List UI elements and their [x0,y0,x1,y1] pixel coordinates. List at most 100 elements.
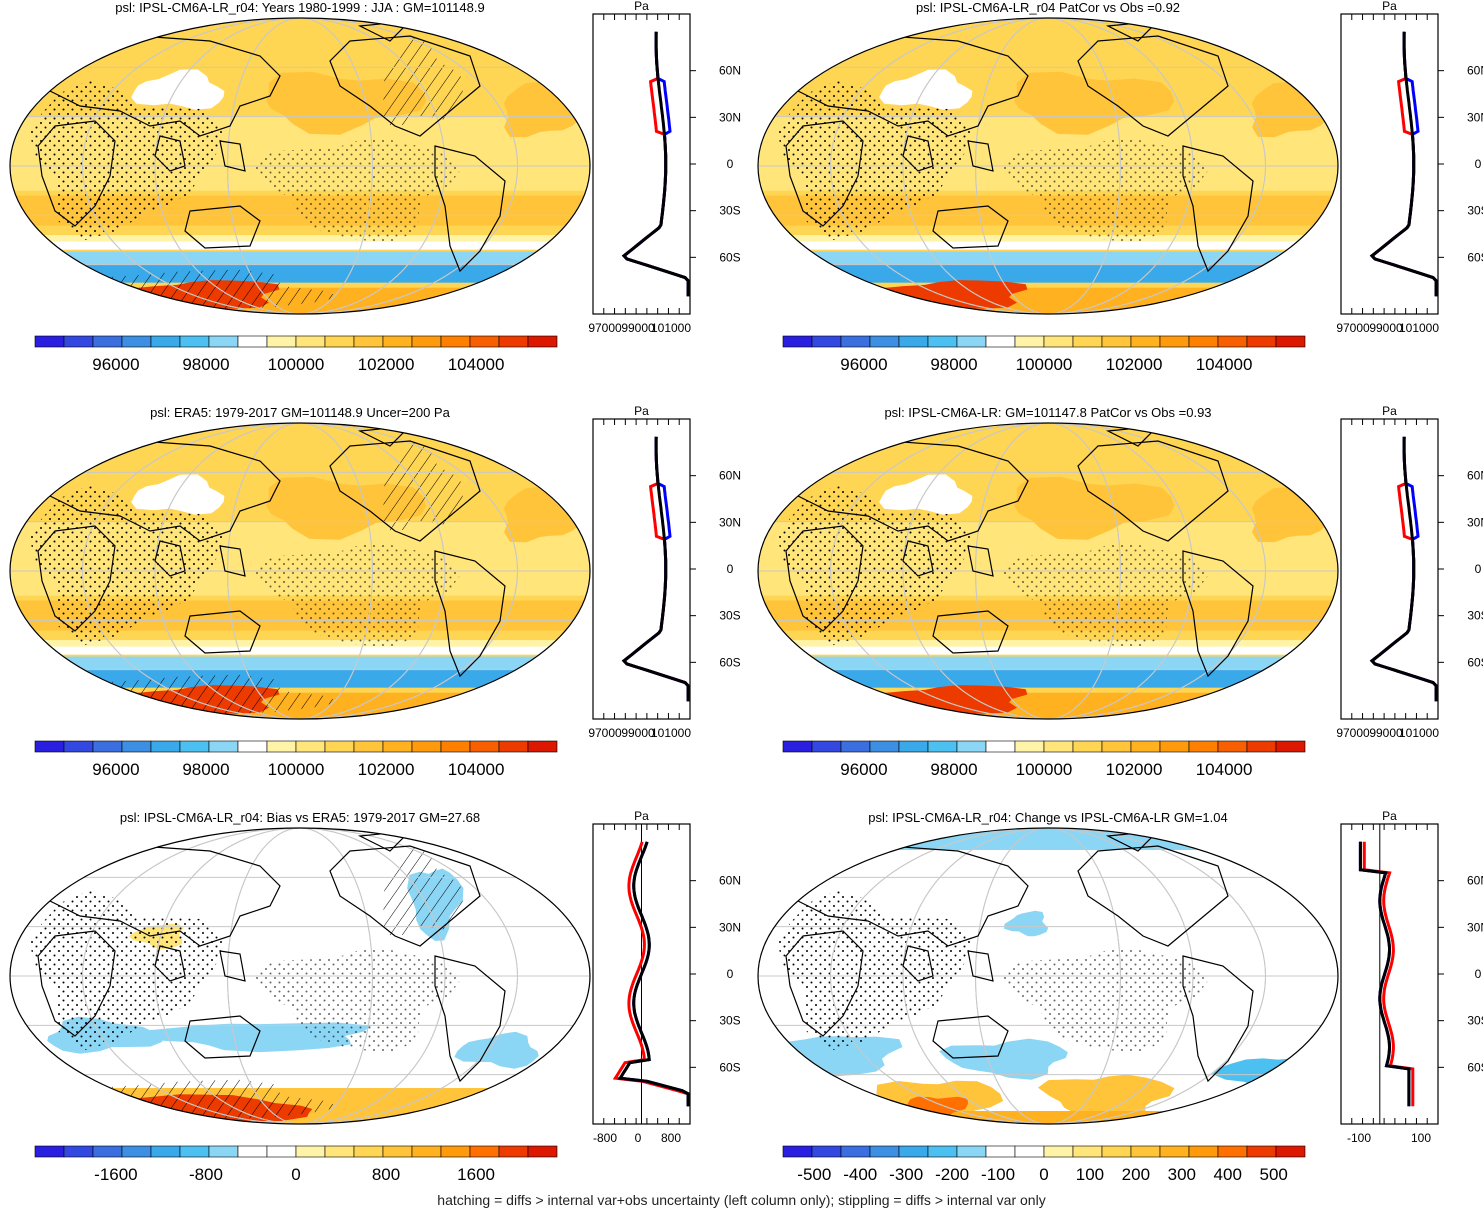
colorbar-swatch [237,335,268,348]
profile-unit: Pa [1382,0,1397,13]
colorbar-swatch [985,1145,1016,1158]
field-band-low [10,264,590,283]
colorbar-tick-label: 102000 [1106,355,1163,374]
graticule-lon [82,828,518,1124]
coastline [902,135,934,172]
colorbar-tick-label: 104000 [1196,760,1253,779]
field-band-lowlight [10,656,590,671]
colorbar-tick-label: -100 [981,1165,1015,1184]
coastline [967,950,994,982]
stipple-region [1000,949,1211,1053]
stipple-region [252,544,463,648]
colorbar-swatch [150,740,181,753]
field-bias-neg-sa [454,1031,539,1069]
map [9,17,591,315]
profile-lat-label: 30N [719,920,741,934]
colorbar-swatch [1130,335,1161,348]
field-band-white [10,646,590,655]
profile-lat-label: 60S [1467,250,1483,264]
profile-line-mean [621,436,690,702]
map-body [758,828,1338,1124]
profile-axis-label: 97000 [1336,321,1370,335]
colorbar-swatch [869,1145,900,1158]
colorbar-swatch [1159,1145,1190,1158]
colorbar-swatch [208,335,239,348]
field-antarctic [758,692,1338,719]
panel-2: psl: IPSL-CM6A-LR_r04 PatCor vs Obs =0.9… [757,0,1483,374]
coastline [184,1015,261,1059]
map-frame [9,827,591,1125]
profile-unit: Pa [1382,809,1397,823]
profile-lat-label: 30N [719,515,741,529]
graticule-lon [975,423,1121,719]
panel-3: psl: ERA5: 1979-2017 GM=101148.9 Uncer=2… [9,404,741,779]
profile-lat-label: 60S [719,250,740,264]
coastline [792,440,1029,542]
colorbar-swatch [498,335,529,348]
profile-axis-label: 99000 [1369,321,1403,335]
field-asian-low [879,69,973,110]
profile-lat-label: 0 [1475,967,1482,981]
coastline [329,440,481,542]
colorbar-swatch [295,740,326,753]
colorbar-swatch [1043,1145,1074,1158]
field-change-pos-core [907,1096,969,1119]
map [9,422,591,720]
colorbar-tick-label: 98000 [182,760,229,779]
colorbar-swatch [34,740,65,753]
map-frame [9,422,591,720]
stipple-region [29,485,225,646]
stipple-region [252,949,463,1053]
coastline [329,845,481,947]
coastline [44,35,281,137]
colorbar-swatch [869,740,900,753]
colorbar-swatch [266,740,297,753]
colorbar-swatch [811,1145,842,1158]
profile-line-mean [621,31,690,297]
zonal-profile: Pa 60N 30N 0 30S 60S -100 100 [1340,809,1483,1145]
coastline [1182,145,1254,273]
profile-lat-label: 30S [719,609,740,623]
profile-lat-label: 60N [719,874,741,888]
colorbar-swatch [295,1145,326,1158]
profile-line-mean [1369,436,1438,702]
colorbar-swatch [1275,335,1306,348]
stipple-region [29,890,225,1051]
field-band-white [758,241,1338,250]
coastline [785,930,864,1037]
profile-lat-label: 60S [1467,1060,1483,1074]
colorbar-swatch [440,335,471,348]
graticule-lon [154,18,446,314]
profile-lat-label: 30S [719,1014,740,1028]
coastline [902,945,934,982]
profile-frame [592,418,691,720]
profile-frame [1340,13,1439,315]
coastline [434,955,506,1083]
panel-title: psl: IPSL-CM6A-LR_r04 PatCor vs Obs =0.9… [916,0,1180,15]
colorbar-tick-label: -400 [843,1165,877,1184]
colorbar-swatch [92,1145,123,1158]
profile-lat-label: 30N [719,110,741,124]
colorbar-swatch [469,335,500,348]
colorbar-swatch [1246,1145,1277,1158]
field-atlantic-high [503,82,587,138]
colorbar-swatch [782,740,813,753]
graticule-lon [975,18,1121,314]
colorbar-swatch [1072,740,1103,753]
profile-lat-label: 0 [727,967,734,981]
profile-lat-label: 0 [727,562,734,576]
colorbar-tick-label: -800 [189,1165,223,1184]
field-band-lowlight [758,656,1338,671]
panel-5: psl: IPSL-CM6A-LR_r04: Bias vs ERA5: 197… [9,809,741,1184]
field-band-low [758,264,1338,283]
coastline [967,545,994,577]
profile-line-mean [1358,841,1411,1107]
profile-lat-label: 60S [719,655,740,669]
colorbar-tick-label: 100000 [1016,355,1073,374]
colorbar-swatch [927,1145,958,1158]
profile-lat-label: 30N [1467,515,1483,529]
colorbar-swatch [411,1145,442,1158]
